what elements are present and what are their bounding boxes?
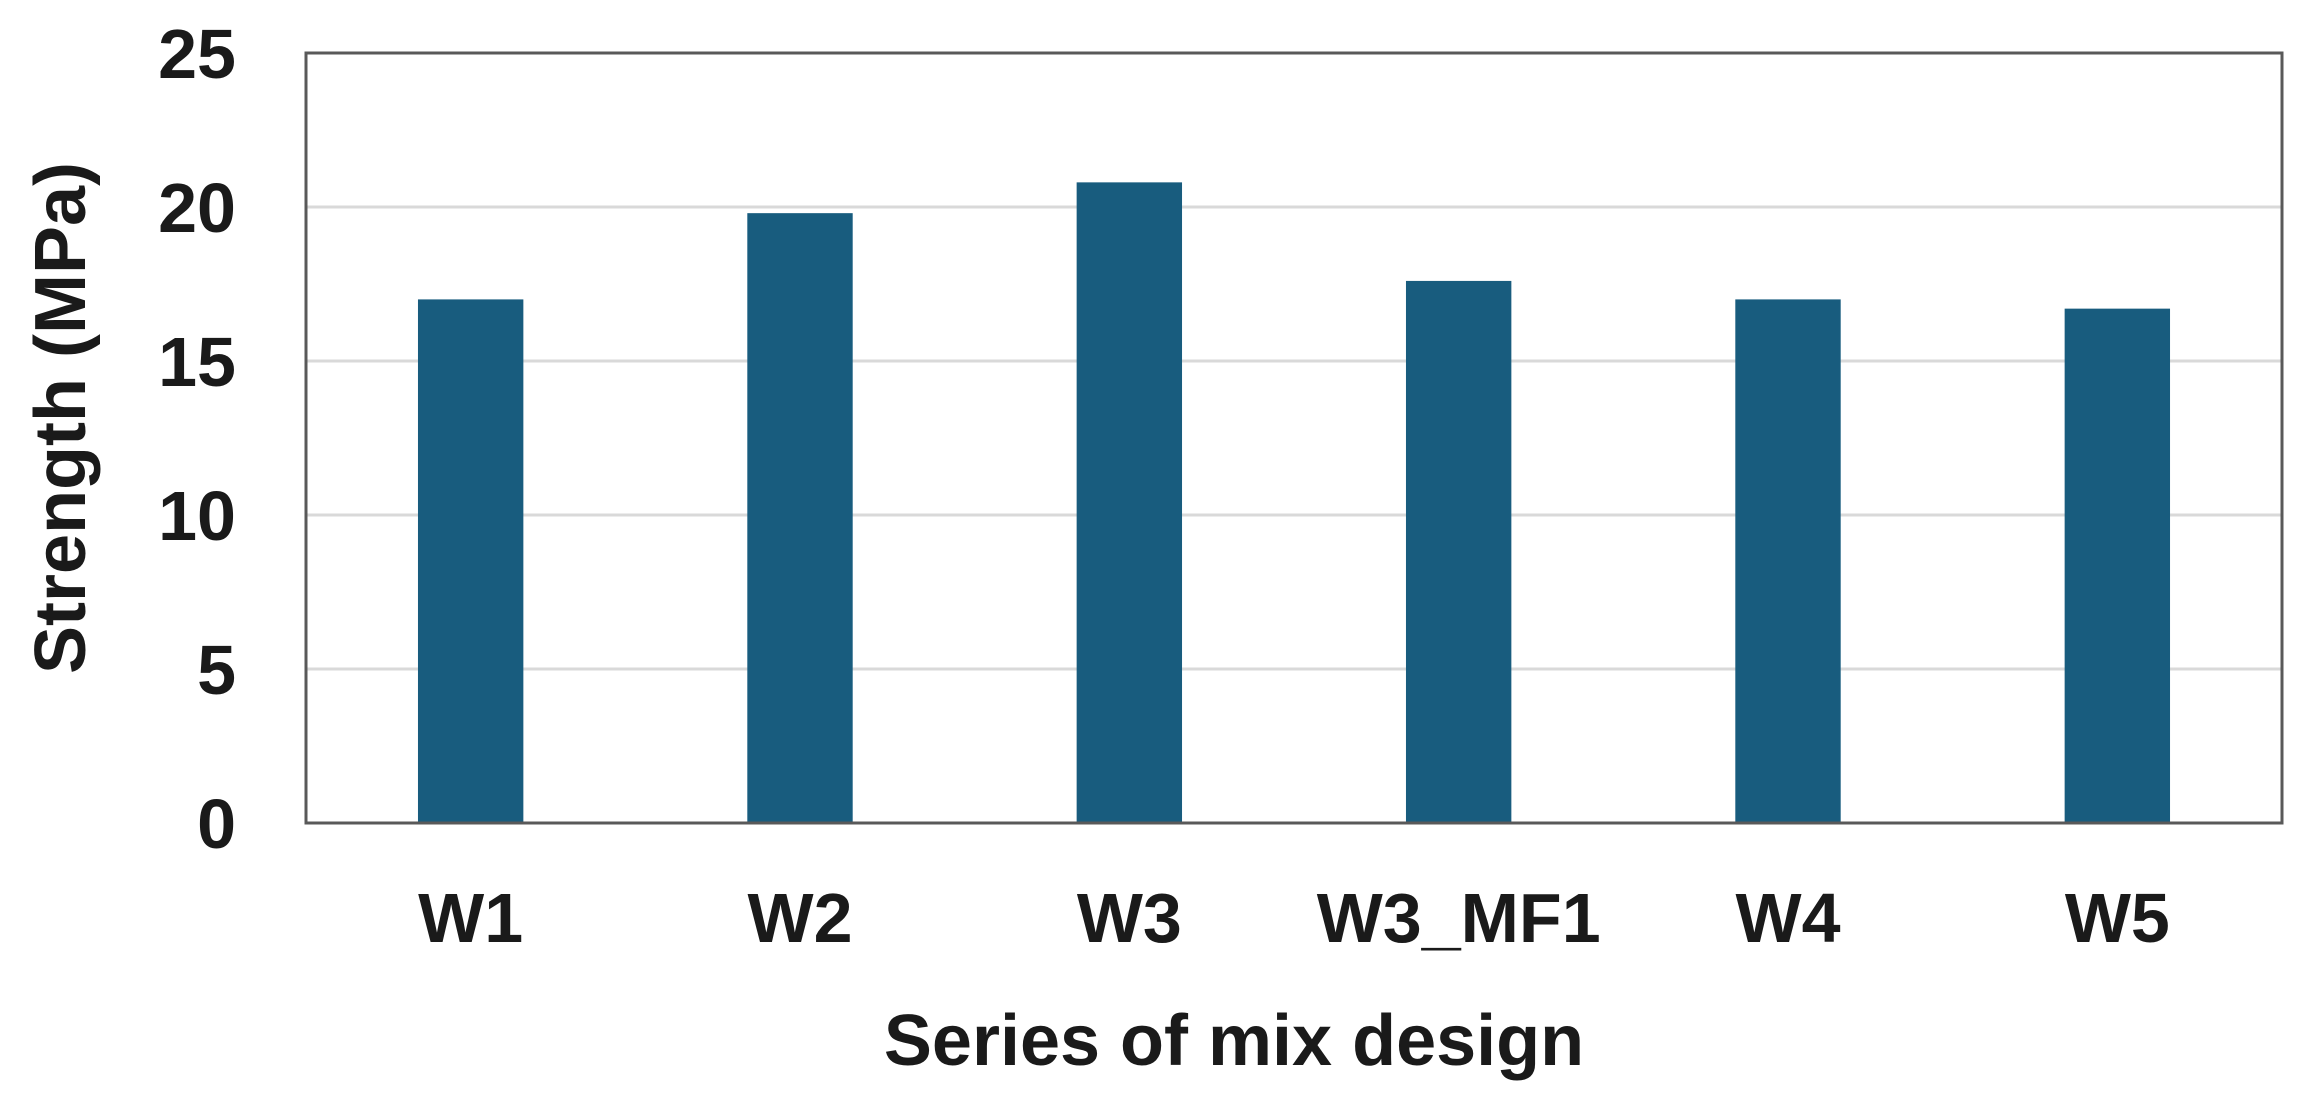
- y-tick-label: 0: [197, 785, 236, 863]
- x-tick-label: W3_MF1: [1317, 879, 1601, 957]
- x-tick-label: W4: [1736, 879, 1841, 957]
- bar-w5: [2064, 308, 2171, 823]
- bar-w3-mf1: [1405, 280, 1512, 823]
- y-axis-title: Strength (MPa): [21, 162, 101, 674]
- x-axis-ticks: W1 W2 W3 W3_MF1 W4 W5: [418, 879, 2170, 957]
- y-axis-ticks: 0 5 10 15 20 25: [158, 15, 236, 863]
- y-tick-label: 15: [158, 323, 236, 401]
- bars: [417, 182, 2171, 824]
- y-tick-label: 5: [197, 631, 236, 709]
- x-tick-label: W1: [418, 879, 523, 957]
- bar-w3: [1076, 182, 1183, 824]
- plot-frame: [304, 51, 2284, 825]
- x-tick-label: W3: [1077, 879, 1182, 957]
- x-tick-label: W2: [748, 879, 853, 957]
- gridlines: [306, 205, 2282, 671]
- y-tick-label: 25: [158, 15, 236, 93]
- bar-w2: [747, 213, 853, 823]
- bar-w4: [1735, 299, 1841, 823]
- bar-w1: [417, 299, 524, 823]
- x-axis-title: Series of mix design: [884, 1001, 1584, 1081]
- x-tick-label: W5: [2065, 879, 2170, 957]
- y-tick-label: 10: [158, 477, 236, 555]
- y-tick-label: 20: [158, 169, 236, 247]
